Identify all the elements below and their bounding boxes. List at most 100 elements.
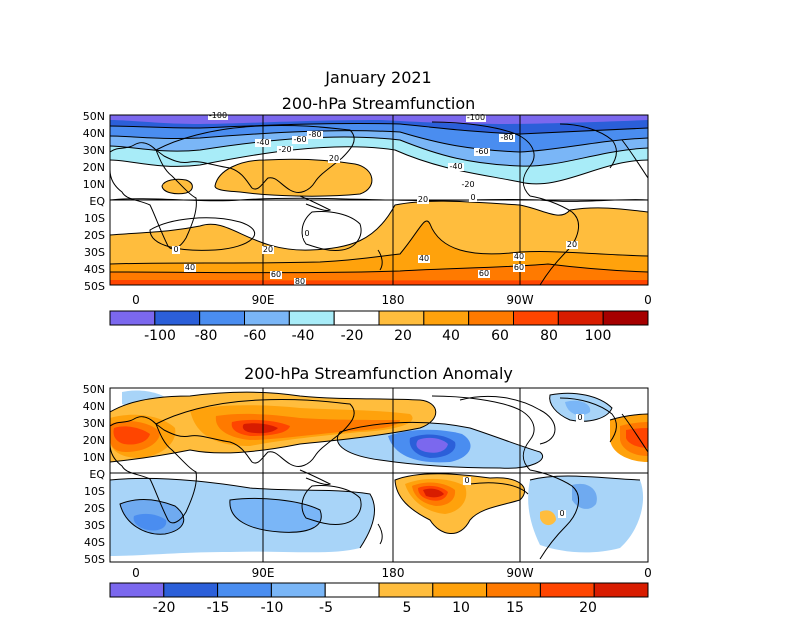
contour-label: 40 <box>514 252 524 261</box>
bottom-colorbar <box>109 582 649 598</box>
colorbar-swatch <box>288 310 335 326</box>
colorbar-swatch <box>378 310 425 326</box>
colorbar-swatch <box>270 582 326 598</box>
colorbar-tick-label: 20 <box>579 600 597 616</box>
contour-label: 0 <box>470 193 475 202</box>
colorbar-tick-label: 15 <box>506 600 524 616</box>
bottom-panel-title: 200-hPa Streamfunction Anomaly <box>244 364 513 383</box>
lat-tick-label: 50S <box>84 280 105 293</box>
contour-label: -20 <box>278 145 291 154</box>
colorbar-swatch <box>163 582 219 598</box>
colorbar-swatch <box>602 310 649 326</box>
colorbar-tick-label: -60 <box>244 328 267 344</box>
lon-tick-label: 0 <box>644 566 652 580</box>
colorbar-swatch <box>423 310 470 326</box>
lat-tick-label: 40N <box>83 127 105 140</box>
bottom-colorbar-labels: -20 -15 -10 -5 5 10 15 20 <box>153 600 597 616</box>
colorbar-tick-label: 40 <box>442 328 460 344</box>
contour-label: 0 <box>464 476 469 485</box>
colorbar-swatch <box>199 310 246 326</box>
shade-anom-neg-5-south-b <box>229 498 322 533</box>
contour-label: -100 <box>467 113 485 122</box>
contour-label: 60 <box>271 270 281 279</box>
colorbar-tick-label: -15 <box>207 600 230 616</box>
lat-tick-label: EQ <box>89 195 105 208</box>
colorbar-tick-label: 60 <box>491 328 509 344</box>
colorbar-swatch <box>557 310 604 326</box>
bottom-contour-labels: 0 0 0 <box>463 413 584 518</box>
top-contour-labels: -100 -80 -60 -40 -20 -20 -40 -60 -80 -10… <box>172 111 578 286</box>
bottom-graticule <box>110 388 648 562</box>
shade-pos-nh-asia <box>215 159 372 197</box>
lat-tick-label: 50N <box>83 110 105 123</box>
colorbar-tick-label: -100 <box>144 328 176 344</box>
lat-tick-label: 40N <box>83 400 105 413</box>
colorbar-tick-label: 80 <box>540 328 558 344</box>
lon-tick-label: 90E <box>252 566 275 580</box>
top-colorbar <box>109 310 649 326</box>
colorbar-tick-label: -10 <box>261 600 284 616</box>
top-lat-axis: 50N 40N 30N 20N 10N EQ 10S 20S 30S 40S 5… <box>83 110 106 293</box>
contour-label: 40 <box>419 254 429 263</box>
lat-tick-label: 30S <box>84 519 105 532</box>
lat-tick-label: 30N <box>83 144 105 157</box>
contour-label: 20 <box>329 154 339 163</box>
bottom-lon-axis: 0 90E 180 90W 0 <box>132 566 652 580</box>
colorbar-swatch <box>593 582 649 598</box>
lon-tick-label: 180 <box>382 566 405 580</box>
top-lon-axis: 0 90E 180 90W 0 <box>132 293 652 307</box>
colorbar-tick-label: 5 <box>403 600 412 616</box>
lat-tick-label: 50N <box>83 383 105 396</box>
lat-tick-label: 30N <box>83 417 105 430</box>
colorbar-tick-label: 10 <box>452 600 470 616</box>
shade-anom-neg-5-sa <box>528 475 644 553</box>
colorbar-swatch <box>486 582 541 598</box>
lon-tick-label: 0 <box>132 566 140 580</box>
lat-tick-label: 50S <box>84 553 105 566</box>
top-panel-title: 200-hPa Streamfunction <box>281 94 476 113</box>
lat-tick-label: 10S <box>84 485 105 498</box>
colorbar-swatch <box>244 310 290 326</box>
contour-label: -20 <box>461 180 474 189</box>
contour-label: 20 <box>567 240 577 249</box>
colorbar-tick-label: -80 <box>195 328 218 344</box>
lat-tick-label: 40S <box>84 263 105 276</box>
contour-label: 0 <box>559 509 564 518</box>
coastlines-bottom <box>110 395 648 560</box>
lon-tick-label: 90E <box>252 293 275 307</box>
colorbar-swatch <box>333 310 380 326</box>
contour-label: 80 <box>295 277 305 286</box>
lon-tick-label: 0 <box>132 293 140 307</box>
colorbar-tick-label: -20 <box>153 600 176 616</box>
shade-pos-nh-africa <box>162 179 193 194</box>
shade-anom-neg-10-na <box>565 400 591 416</box>
lon-tick-label: 90W <box>506 566 533 580</box>
shade-anom-pos-max-north <box>242 423 278 434</box>
contour-label: 0 <box>173 245 178 254</box>
bottom-lat-axis: 50N 40N 30N 20N 10N EQ 10S 20S 30S 40S 5… <box>83 383 106 566</box>
lat-tick-label: 20S <box>84 229 105 242</box>
contour-label: -80 <box>500 133 513 142</box>
lat-tick-label: 20N <box>83 434 105 447</box>
contour-label: 20 <box>263 245 273 254</box>
lon-tick-label: 180 <box>382 293 405 307</box>
colorbar-swatch <box>539 582 595 598</box>
colorbar-tick-label: 20 <box>394 328 412 344</box>
shade-anom-pos-15-west <box>113 426 150 445</box>
lat-tick-label: 10N <box>83 178 105 191</box>
lon-tick-label: 90W <box>506 293 533 307</box>
shade-anom-pos-max-sp <box>423 488 444 498</box>
colorbar-swatch <box>432 582 488 598</box>
colorbar-tick-label: -5 <box>319 600 333 616</box>
coastlines-top <box>110 121 648 285</box>
colorbar-swatch <box>378 582 434 598</box>
lat-tick-label: 30S <box>84 246 105 259</box>
colorbar-swatch <box>109 310 156 326</box>
contour-label: 0 <box>577 413 582 422</box>
colorbar-tick-label: -20 <box>341 328 364 344</box>
contour-label: -80 <box>308 130 321 139</box>
contour-label: 60 <box>479 269 489 278</box>
shade-pos-80 <box>110 280 648 285</box>
colorbar-swatch <box>513 310 559 326</box>
